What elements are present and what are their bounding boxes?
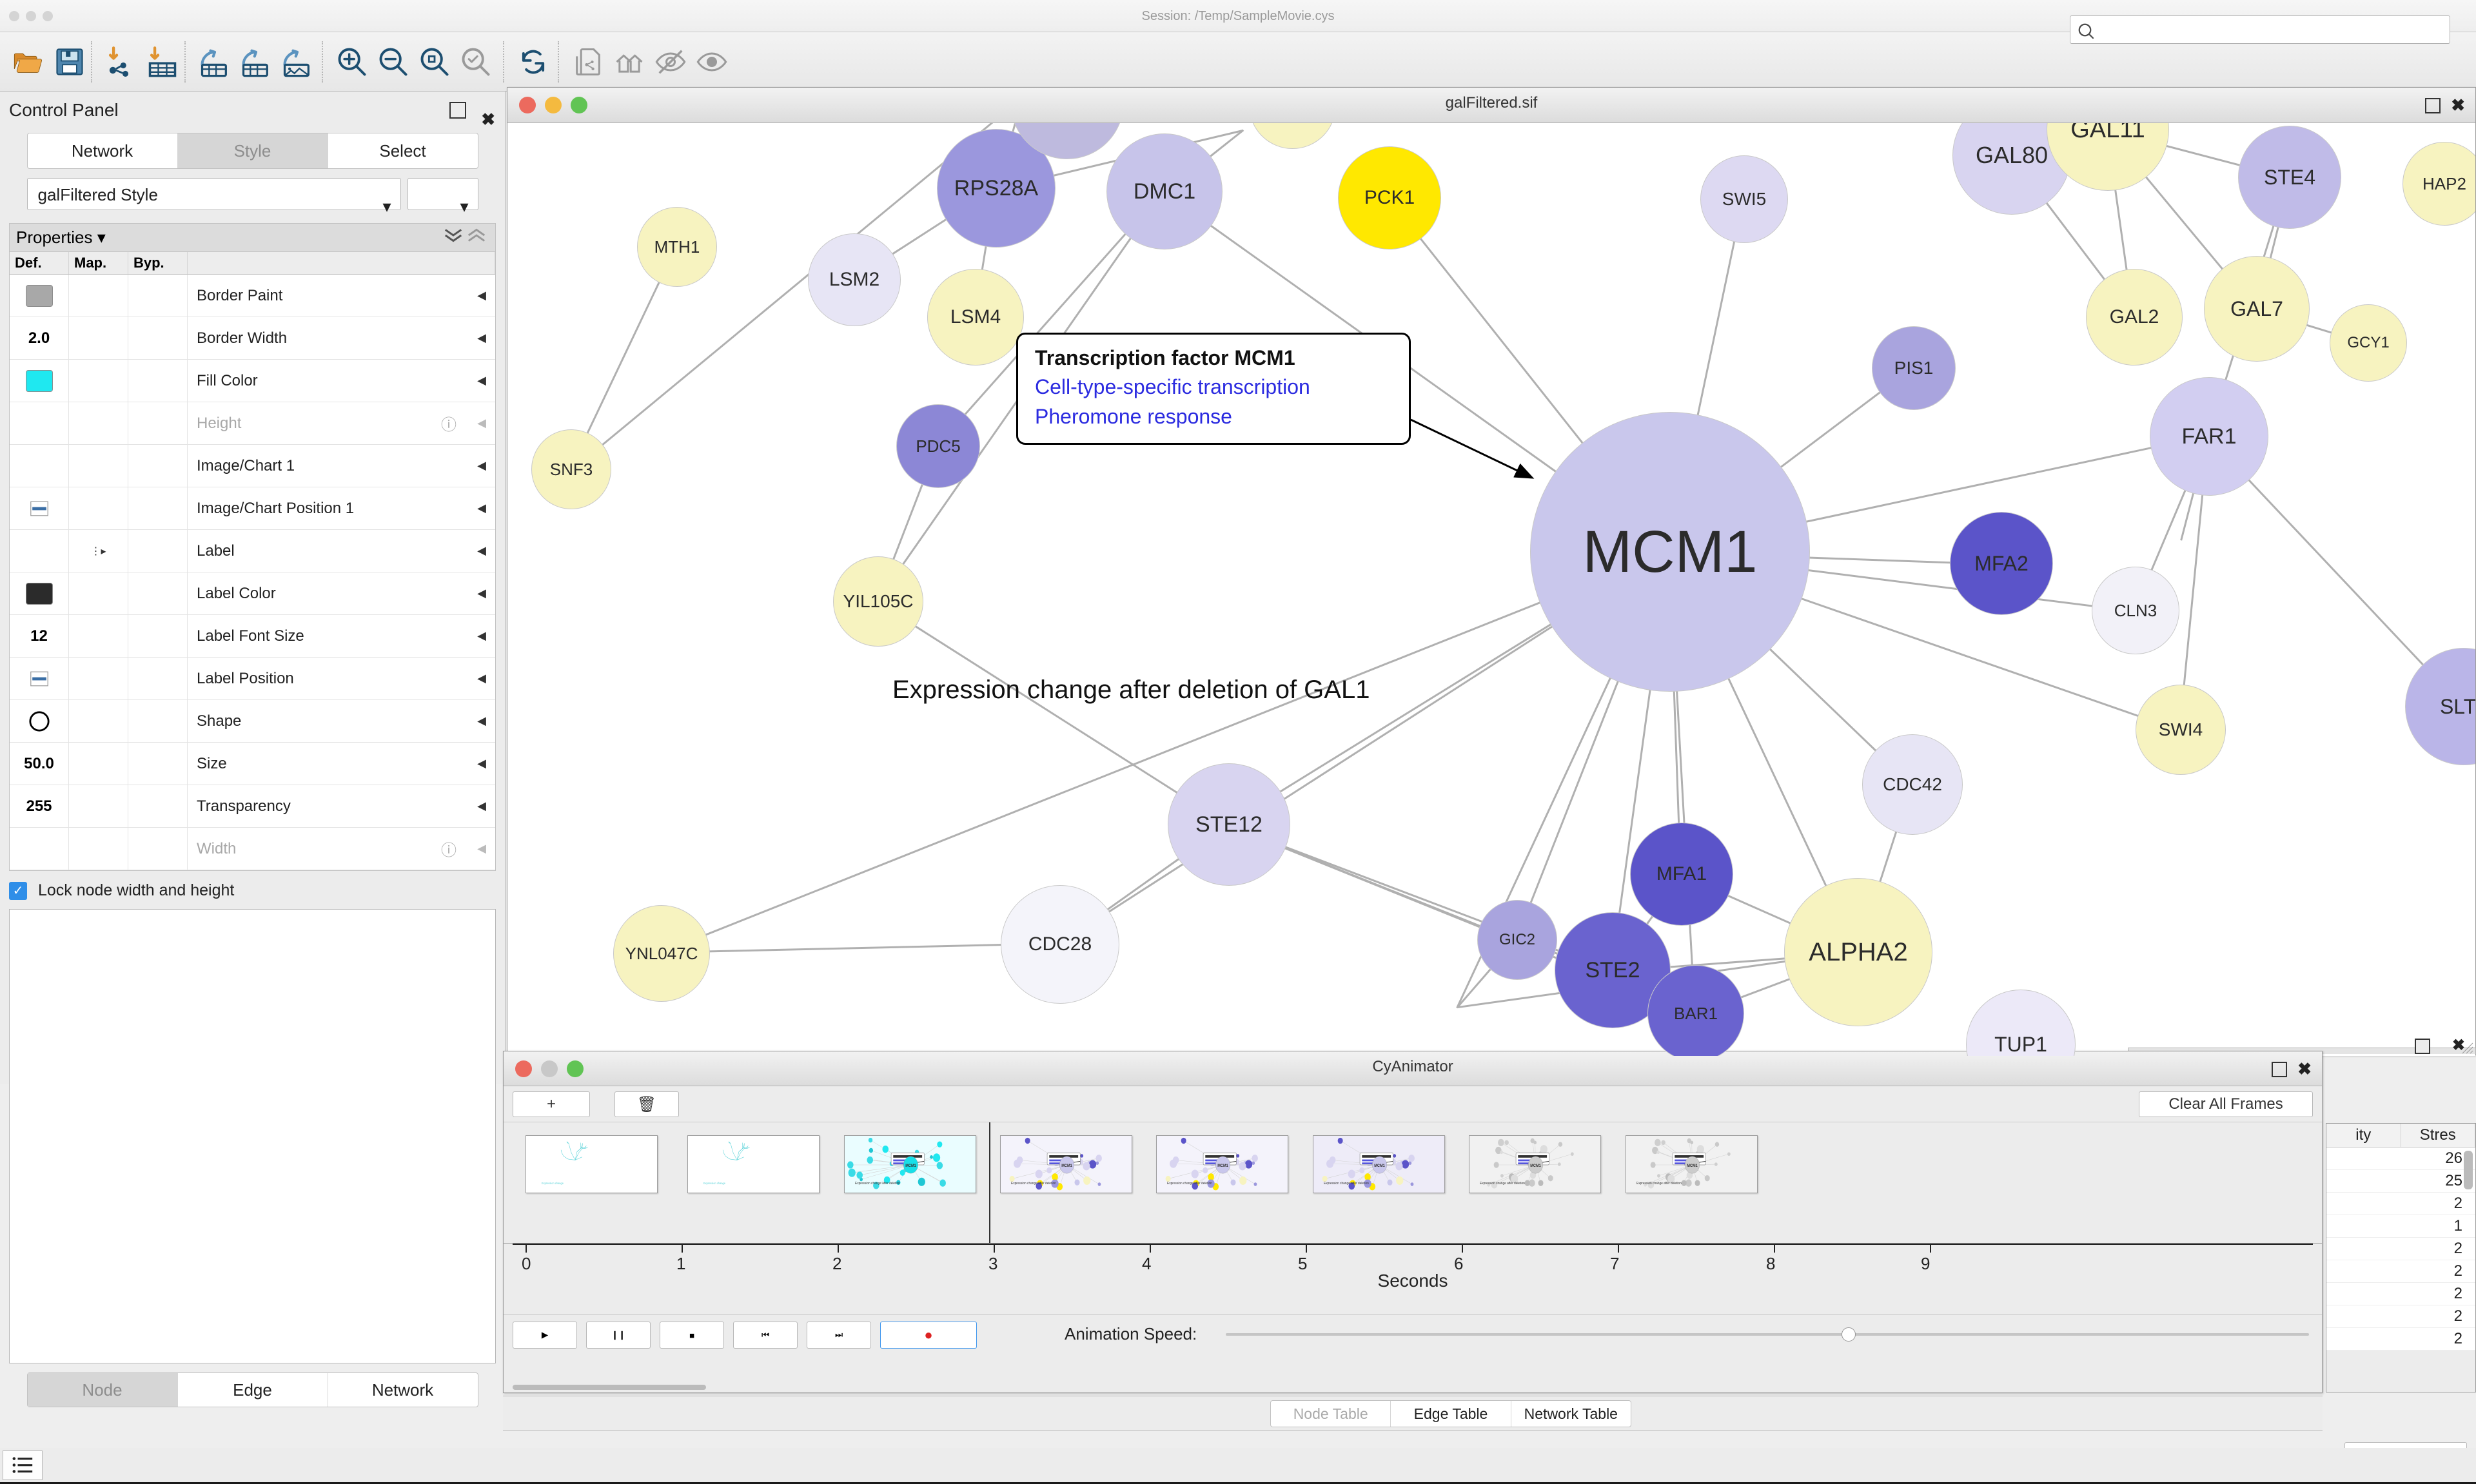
svg-text:MCM1: MCM1	[1217, 1163, 1228, 1168]
svg-text:MCM1: MCM1	[1061, 1163, 1072, 1168]
svg-text:MCM1: MCM1	[1687, 1163, 1698, 1168]
svg-text:Expression change after deleti: Expression change after deletion	[1011, 1182, 1056, 1186]
svg-text:MCM1: MCM1	[1530, 1163, 1541, 1168]
svg-text:Expression change after deleti: Expression change after deletion	[1480, 1182, 1525, 1186]
svg-text:Expression change after deleti: Expression change after deletion	[855, 1182, 900, 1186]
svg-text:Expression change after deleti: Expression change after deletion	[1167, 1182, 1212, 1186]
svg-text:Expression change: Expression change	[542, 1182, 564, 1185]
svg-text:Expression change after deleti: Expression change after deletion	[1324, 1182, 1369, 1186]
svg-text:MCM1: MCM1	[905, 1163, 916, 1168]
svg-text:Expression change after deleti: Expression change after deletion	[1636, 1182, 1682, 1186]
svg-text:Expression change: Expression change	[703, 1182, 725, 1185]
svg-text:MCM1: MCM1	[1374, 1163, 1385, 1168]
